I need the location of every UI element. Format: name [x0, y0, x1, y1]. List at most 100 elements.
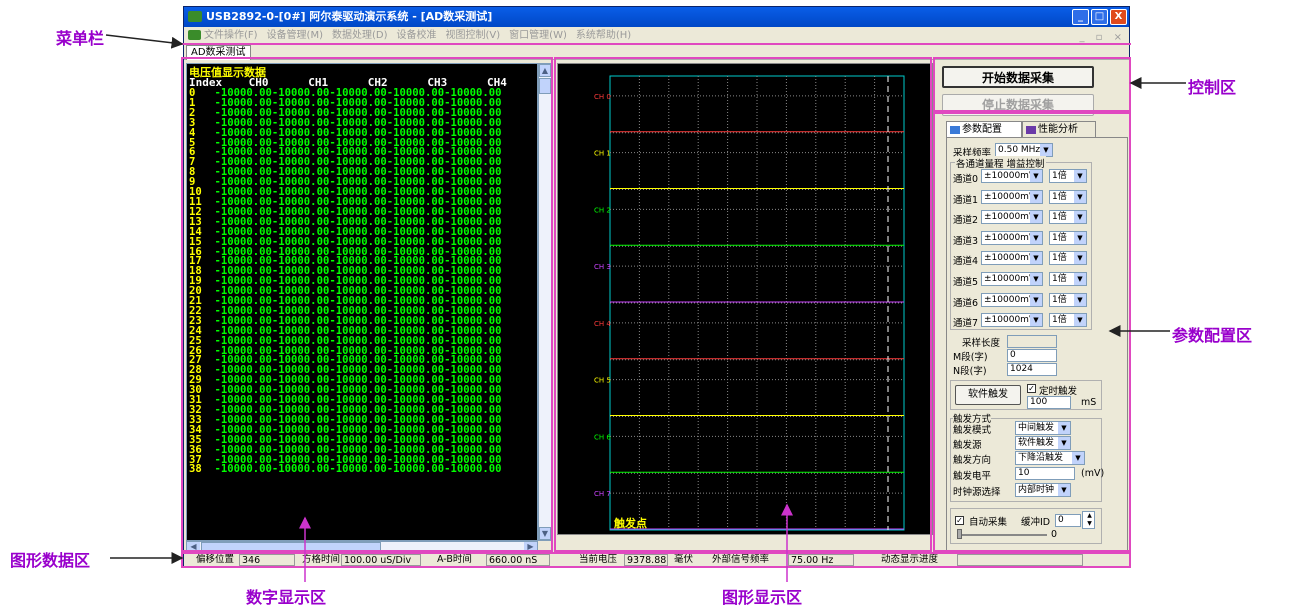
channel-range-select[interactable]: ±10000mV ▼: [981, 210, 1043, 225]
channel-gain-value: 1倍: [1052, 212, 1067, 223]
channel-range-select[interactable]: ±10000mV ▼: [981, 292, 1043, 307]
channel-gain-select[interactable]: 1倍 ▼: [1049, 251, 1087, 266]
menu-item[interactable]: 文件操作(F): [204, 30, 258, 41]
offset-value: 346: [239, 554, 295, 566]
channel-range-select[interactable]: ±10000mV ▼: [981, 169, 1043, 183]
channel-label: CH 3: [594, 263, 611, 271]
offset-label: 偏移位置: [196, 554, 235, 565]
menu-bar: 文件操作(F) 设备管理(M) 数据处理(D) 设备校准 视图控制(V) 窗口管理(W) 系…: [184, 27, 1129, 44]
channel-range-select[interactable]: ±10000mV ▼: [981, 230, 1043, 245]
software-trigger-button[interactable]: 软件触发: [955, 385, 1021, 405]
trigger-mode-select[interactable]: 中间触发 ▼: [1015, 421, 1071, 435]
channel-label: 通道7: [953, 318, 979, 330]
timed-unit: mS: [1081, 397, 1097, 408]
numeric-header: Index CH0 CH1 CH2 CH3 CH4: [189, 76, 507, 89]
annotation-graph: 图形显示区: [722, 588, 803, 607]
tab-param-config[interactable]: 参数配置: [946, 121, 1022, 137]
chevron-down-icon: ▼: [1030, 231, 1042, 244]
mdi-window-buttons[interactable]: _ ▫ ×: [1079, 32, 1126, 43]
scroll-thumb[interactable]: [539, 78, 551, 94]
menu-item[interactable]: 系统帮助(H): [575, 30, 632, 41]
buffer-id-input[interactable]: 0: [1055, 514, 1081, 527]
n-segment-label: N段(字): [953, 366, 987, 377]
channel-gain-value: 1倍: [1052, 171, 1067, 181]
channel-gain-select[interactable]: 1倍 ▼: [1049, 230, 1087, 245]
channel-range-select[interactable]: ±10000mV ▼: [981, 189, 1043, 204]
scroll-left-icon[interactable]: ◀: [187, 542, 200, 552]
n-segment-input[interactable]: 1024: [1007, 363, 1057, 376]
channel-gain-select[interactable]: 1倍 ▼: [1049, 189, 1087, 204]
maximize-button[interactable]: □: [1091, 9, 1108, 25]
slider-thumb[interactable]: [957, 529, 962, 539]
scroll-down-icon[interactable]: ▼: [539, 527, 551, 540]
chevron-down-icon: ▼: [1030, 190, 1042, 203]
trigger-mode-value: 中间触发: [1018, 423, 1055, 433]
buffer-slider[interactable]: [957, 534, 1047, 536]
channel-label: 通道3: [953, 235, 979, 247]
close-button[interactable]: X: [1110, 9, 1127, 25]
trigger-source-select[interactable]: 软件触发 ▼: [1015, 436, 1071, 450]
menu-item[interactable]: 数据处理(D): [332, 30, 388, 41]
start-acquisition-button[interactable]: 开始数据采集: [942, 66, 1094, 88]
channel-label: 通道6: [953, 297, 979, 309]
trigger-level-unit: (mV): [1081, 468, 1105, 479]
channel-gain-select[interactable]: 1倍 ▼: [1049, 169, 1087, 183]
auto-collect-checkbox[interactable]: ✓: [955, 516, 964, 525]
chevron-down-icon: ▼: [1074, 231, 1086, 244]
m-segment-input[interactable]: 0: [1007, 349, 1057, 362]
channel-label: 通道1: [953, 194, 979, 206]
chevron-down-icon: ▼: [1074, 211, 1086, 224]
menu-item[interactable]: 设备校准: [396, 30, 437, 41]
chart-icon: [1026, 126, 1036, 134]
channel-range-select[interactable]: ±10000mV ▼: [981, 313, 1043, 328]
channel-range-select[interactable]: ±10000mV ▼: [981, 272, 1043, 286]
minimize-button[interactable]: _: [1072, 9, 1089, 25]
sample-length-label: 采样长度: [962, 338, 1001, 349]
timed-trigger-input[interactable]: 100: [1027, 396, 1071, 409]
chevron-down-icon: ▼: [1074, 273, 1086, 285]
config-icon: [950, 126, 960, 134]
trigger-direction-label: 触发方向: [953, 455, 992, 466]
auto-collect-label: 自动采集: [969, 517, 1008, 528]
tab-performance[interactable]: 性能分析: [1022, 121, 1096, 137]
menu-item[interactable]: 窗口管理(W): [509, 30, 567, 41]
chevron-down-icon: ▼: [1074, 293, 1086, 306]
trigger-direction-select[interactable]: 下降沿触发 ▼: [1015, 451, 1085, 465]
chevron-down-icon: ▼: [1074, 190, 1086, 203]
range-gain-title: 各通道量程 增益控制: [955, 156, 1046, 170]
chevron-down-icon: ▼: [1030, 293, 1042, 306]
channel-label: 通道5: [953, 277, 979, 288]
ext-freq-value: 75.00 Hz: [788, 554, 854, 566]
chevron-down-icon: ▼: [1058, 437, 1070, 449]
trigger-direction-value: 下降沿触发: [1018, 453, 1064, 463]
trigger-row-group: [950, 380, 1102, 410]
clock-source-select[interactable]: 内部时钟 ▼: [1015, 483, 1071, 497]
channel-label: 通道2: [953, 215, 979, 227]
scroll-right-icon[interactable]: ▶: [524, 542, 537, 552]
channel-range-select[interactable]: ±10000mV ▼: [981, 251, 1043, 266]
scroll-up-icon[interactable]: ▲: [539, 64, 551, 77]
channel-gain-select[interactable]: 1倍 ▼: [1049, 313, 1087, 328]
channel-gain-select[interactable]: 1倍 ▼: [1049, 292, 1087, 307]
clock-source-value: 内部时钟: [1018, 485, 1055, 495]
channel-range-value: ±10000mV: [984, 294, 1036, 305]
waveform-display[interactable]: CH 0 CH 1 CH 2 CH 3 CH 4 CH 5 CH 6 CH 7 触发点: [557, 63, 933, 535]
menu-item[interactable]: 设备管理(M): [266, 30, 323, 41]
channel-gain-select[interactable]: 1倍 ▼: [1049, 210, 1087, 225]
tab-ad-test[interactable]: AD数采测试: [186, 45, 251, 60]
buffer-spinner-icon[interactable]: ▲ ▼: [1082, 511, 1095, 529]
annotation-numeric: 数字显示区: [246, 588, 327, 607]
channel-label: CH 5: [594, 377, 611, 385]
trigger-level-input[interactable]: 10: [1015, 467, 1075, 480]
timed-trigger-checkbox[interactable]: ✓: [1027, 384, 1036, 393]
waveform-svg: CH 0 CH 1 CH 2 CH 3 CH 4 CH 5 CH 6 CH 7 触发点: [594, 75, 905, 531]
numeric-display: 电压值显示数据 Index CH0 CH1 CH2 CH3 CH4 0 -100…: [186, 63, 538, 541]
menu-item[interactable]: 视图控制(V): [445, 30, 501, 41]
trigger-source-label: 触发源: [953, 440, 982, 451]
chevron-down-icon: ▼: [1030, 273, 1042, 285]
freq-value: 0.50 MHz: [998, 145, 1041, 155]
tab-param-config-label: 参数配置: [962, 124, 1002, 135]
channel-gain-select[interactable]: 1倍 ▼: [1049, 272, 1087, 286]
annotation-menu: 菜单栏: [56, 29, 105, 48]
channel-label: CH 7: [594, 490, 611, 498]
